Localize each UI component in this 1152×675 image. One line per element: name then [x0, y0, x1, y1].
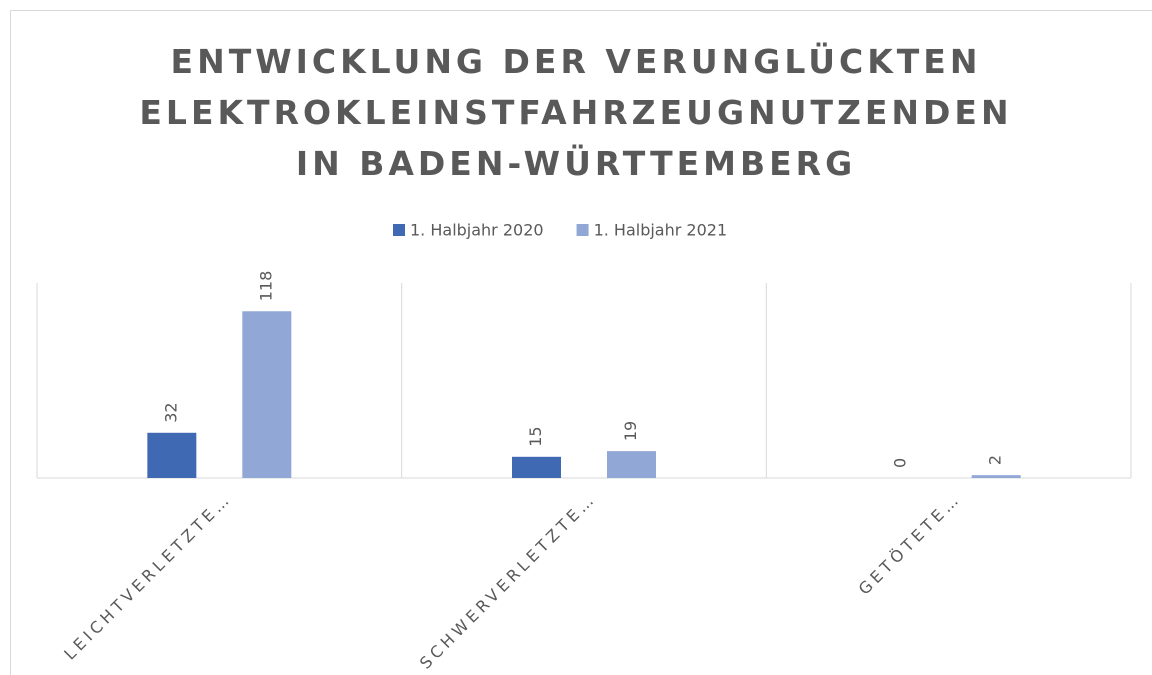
data-label: 0 [891, 458, 910, 468]
bar [971, 475, 1021, 478]
legend-swatch [576, 224, 589, 236]
data-label: 2 [986, 455, 1005, 465]
legend-swatch [393, 224, 405, 236]
bar [242, 311, 292, 478]
x-tick-label: GETÖTETE… [855, 489, 965, 599]
x-tick-label: SCHWERVERLETZTE… [416, 489, 600, 673]
chart-border [10, 10, 1152, 675]
chart-title: ENTWICKLUNG DER VERUNGLÜCKTEN ELEKTROKLE… [139, 42, 1013, 183]
bar [512, 456, 561, 478]
data-label: 19 [621, 421, 640, 441]
data-label: 32 [161, 402, 180, 422]
bar [147, 432, 197, 478]
legend-label: 1. Halbjahr 2021 [594, 221, 728, 240]
x-tick-label: LEICHTVERLETZTE… [60, 489, 235, 664]
legend-label: 1. Halbjahr 2020 [410, 221, 544, 240]
data-label: 118 [256, 271, 275, 302]
data-label: 15 [526, 426, 545, 446]
bar [607, 451, 656, 478]
